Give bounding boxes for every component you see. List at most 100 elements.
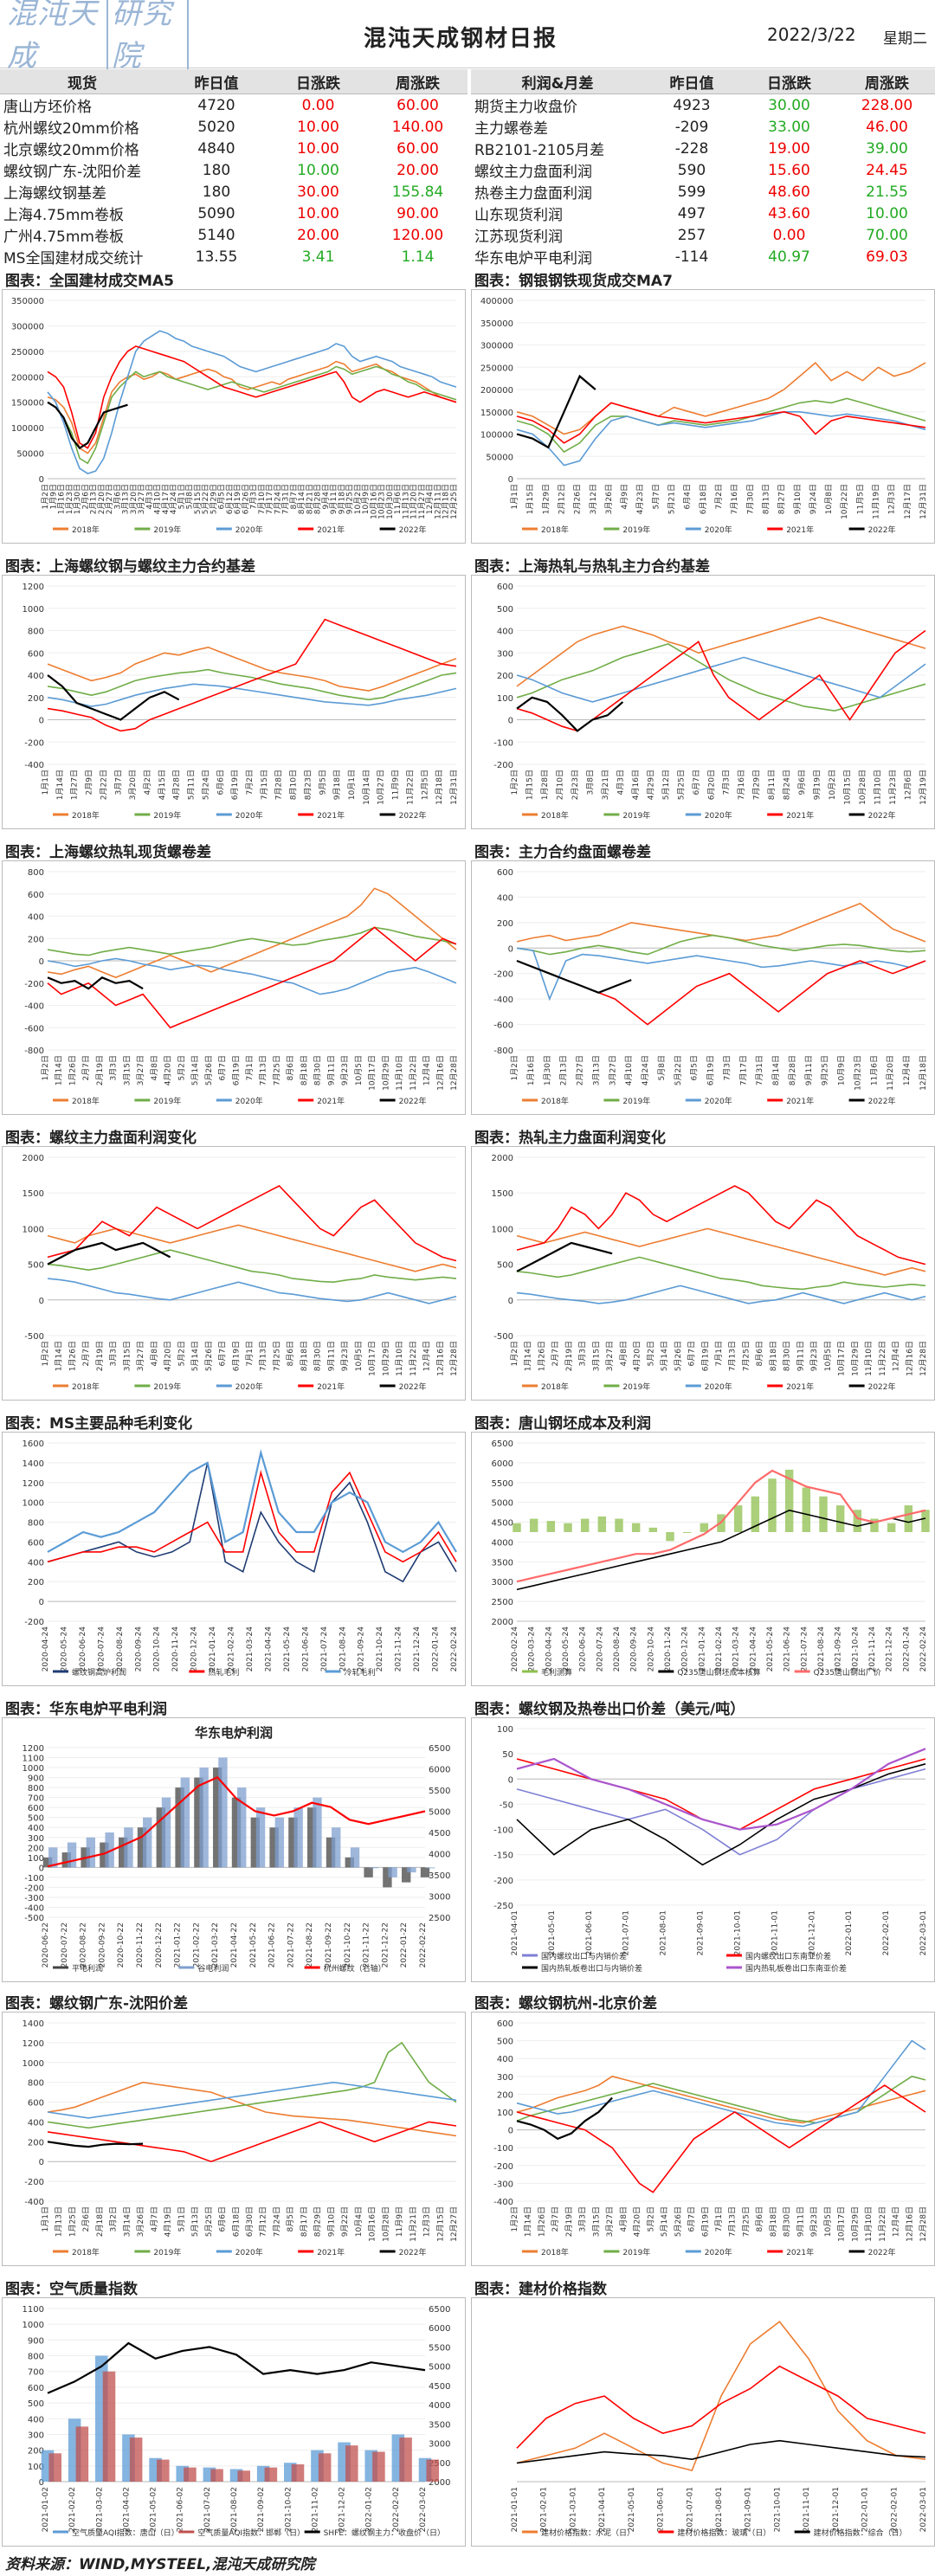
y-tick-label: 400 xyxy=(497,2055,513,2064)
bar-c15-s1-1 xyxy=(75,2426,89,2482)
legend-label: 2022年 xyxy=(399,810,427,821)
x-tick-label: 8月18日 xyxy=(769,1341,778,1371)
x-tick-label: 5月12日 xyxy=(661,770,671,800)
table-row: MS全国建材成交统计 13.55 3.41 1.14 xyxy=(0,246,468,268)
legend-label: 2018年 xyxy=(541,525,569,535)
x-tick-label: 7月3日 xyxy=(249,484,259,509)
y-tick-label: 800 xyxy=(28,868,44,878)
x-tick-label: 6月18日 xyxy=(699,484,708,514)
x-tick-label: 1月2日 xyxy=(41,1055,50,1080)
x-tick-label: 2022-03-01 xyxy=(919,2487,928,2532)
report-date: 2022/3/22 xyxy=(767,24,856,45)
x-tick-label: 2021-12-24 xyxy=(413,1626,422,1672)
weekly-change: 20.00 xyxy=(397,161,439,179)
x-tick-label: 3月13日 xyxy=(121,484,131,514)
x-tick-label: 7月1日 xyxy=(245,1341,255,1366)
x-tick-label: 11月22日 xyxy=(878,2206,887,2242)
x-tick-label: 3月2日 xyxy=(109,2206,119,2231)
legend-label: 螺纹钢高炉利润 xyxy=(72,1667,126,1678)
bar-c11-s1-1 xyxy=(67,1842,77,1868)
series-line-c12-0 xyxy=(516,1768,926,1856)
x-tick-label: 2021-07-22 xyxy=(287,1922,295,1967)
x-tick-label: 12月18日 xyxy=(442,484,451,519)
chart-panel-c15: 0 100 200 300 400 500 600 700 800 900 1000 1100 2000… xyxy=(2,2297,466,2547)
x-tick-label: 2020-08-22 xyxy=(80,1922,88,1967)
y-tick-label: 400 xyxy=(28,1558,44,1568)
bar-c10-s0-3 xyxy=(564,1523,572,1532)
x-tick-label: 6月6日 xyxy=(216,770,225,795)
x-tick-label: 10月2日 xyxy=(828,770,837,800)
legend-label: 建材价格指数：水泥（日） xyxy=(541,2528,635,2538)
bar-c10-s0-11 xyxy=(700,1523,709,1532)
series-line-c16-2 xyxy=(516,2439,926,2464)
x-tick-label: 4月3日 xyxy=(616,770,625,795)
x-tick-label: 10月14日 xyxy=(362,770,371,805)
series-line-c8-2 xyxy=(516,1285,926,1304)
legend-label: 2022年 xyxy=(399,1381,427,1392)
weekly-change: 60.00 xyxy=(397,139,439,158)
prev-value: 5090 xyxy=(197,204,235,222)
report-header: 混沌天成 研究院 混沌天成钢材日报 2022/3/22 星期二 xyxy=(0,0,935,76)
x-tick-label: 8月10日 xyxy=(289,770,299,800)
row-label: 江苏现货利润 xyxy=(474,229,563,246)
table-row: 热卷主力盘面利润 599 48.60 21.55 xyxy=(471,181,935,203)
y-tick-label: 1400 xyxy=(23,1459,44,1469)
legend-label: 2022年 xyxy=(399,2247,427,2257)
bar-c11-s1-7 xyxy=(180,1777,190,1868)
x-tick-label: 10月9日 xyxy=(361,484,371,514)
x-tick-label: 2021-06-24 xyxy=(783,1626,792,1672)
x-tick-label: 2021-09-22 xyxy=(325,1922,333,1967)
x-tick-label: 9月11日 xyxy=(329,484,339,514)
x-tick-label: 2021-05-22 xyxy=(249,1922,258,1967)
legend-label: 2019年 xyxy=(153,525,181,535)
y-tick-label: -200 xyxy=(493,1877,513,1886)
daily-change: 10.00 xyxy=(297,118,339,136)
x-tick-label: 4月16日 xyxy=(631,770,641,800)
x-tick-label: 2021-04-22 xyxy=(230,1922,239,1967)
x-tick-label: 1月2日 xyxy=(41,484,50,509)
table-row: 上海4.75mm卷板 5090 10.00 90.00 xyxy=(0,203,468,225)
x-tick-label: 10月27日 xyxy=(377,770,386,805)
x-tick-label: 9月18日 xyxy=(337,484,346,514)
x-tick-label: 5月1日 xyxy=(177,484,186,509)
bar-c15-s1-0 xyxy=(48,2453,61,2482)
daily-change: 48.60 xyxy=(768,183,810,201)
bar-c10-s0-16 xyxy=(784,1469,794,1532)
series-line-c9-1 xyxy=(47,1470,457,1563)
x-tick-label: 6月5日 xyxy=(217,484,227,509)
x-tick-label: 11月10日 xyxy=(395,1341,404,1376)
weekly-change: 46.00 xyxy=(866,118,908,136)
x-tick-label: 7月2日 xyxy=(714,484,724,509)
legend-label: 2019年 xyxy=(153,1381,181,1392)
x-tick-label: 1月14日 xyxy=(55,1055,64,1085)
x-tick-label: 8月30日 xyxy=(313,1055,323,1085)
x-tick-label: 2月18日 xyxy=(95,2206,105,2237)
legend-label: 2018年 xyxy=(541,810,569,821)
series-line-c13-0 xyxy=(47,2081,457,2137)
bar-c11-s1-4 xyxy=(124,1827,133,1868)
y-tick-label: 50000 xyxy=(486,453,513,462)
series-line-c13-2 xyxy=(47,2081,457,2119)
x-tick-label: 1月25日 xyxy=(68,2206,77,2237)
x-tick-label: 2020-09-24 xyxy=(134,1626,143,1672)
y-tick-label: 350000 xyxy=(480,319,513,329)
y-tick-label: 0 xyxy=(39,957,44,967)
x-tick-label: 2021-05-24 xyxy=(766,1626,775,1672)
x-tick-label: 10月29日 xyxy=(850,2206,860,2242)
series-line-c16-1 xyxy=(516,2365,926,2449)
bar-c15-s1-8 xyxy=(264,2467,278,2482)
legend-label: 2020年 xyxy=(235,1096,263,1106)
series-line-c12-3 xyxy=(516,1748,926,1831)
x-tick-label: 10月16日 xyxy=(369,484,378,519)
y-tick-label: -250 xyxy=(493,1902,513,1911)
x-tick-label: 3月27日 xyxy=(136,1055,145,1085)
legend-label: 2021年 xyxy=(786,1381,814,1392)
y-tick-label: 600 xyxy=(497,583,513,592)
y-tick-label: -100 xyxy=(24,1874,44,1884)
chart-title: 图表：螺纹钢广东-沈阳价差 xyxy=(5,1995,189,2012)
x-tick-label: 9月23日 xyxy=(340,1055,350,1085)
x-tick-label: 7月3日 xyxy=(722,1055,732,1080)
y2-tick-label: 2500 xyxy=(429,2459,450,2469)
x-tick-label: 7月17日 xyxy=(738,1055,748,1085)
x-tick-label: 1月26日 xyxy=(537,2206,546,2237)
